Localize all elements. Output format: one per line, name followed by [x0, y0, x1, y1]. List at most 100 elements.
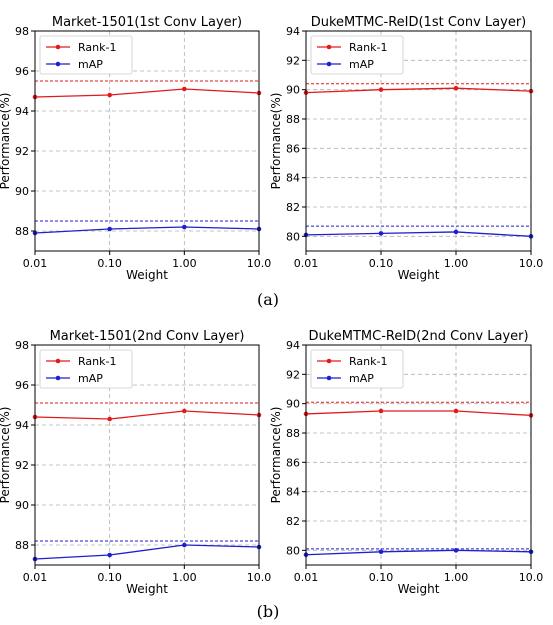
- chart-panel-1: 88 90 92 94 96 98 0.01 0.10 1.00 10.0 Market-1501(…: [0, 15, 271, 282]
- legend-label: Rank-1: [349, 355, 387, 368]
- series-line-rank-1: [305, 410, 532, 417]
- y-tick-label: 88: [286, 113, 300, 126]
- y-tick-label: 90: [15, 499, 29, 512]
- x-axis-label: Weight: [126, 268, 168, 282]
- y-tick-label: 94: [15, 105, 29, 118]
- legend-label: Rank-1: [78, 41, 116, 54]
- chart-panel-4: 80 82 84 86 88 90 92 94 0.01 0.10 1.00 10.0 DukeMTMC…: [269, 329, 543, 596]
- chart-title: DukeMTMC-ReID(1st Conv Layer): [311, 15, 527, 30]
- y-tick-label: 80: [286, 230, 300, 243]
- legend-marker: [326, 375, 332, 381]
- series-line-map: [34, 226, 260, 234]
- x-tick-label: 0.10: [97, 571, 122, 584]
- x-axis-label: Weight: [126, 582, 168, 596]
- x-tick-label: 0.10: [369, 257, 394, 270]
- y-tick-label: 92: [15, 459, 29, 472]
- y-axis-label: Performance(%): [269, 407, 283, 504]
- legend-label: mAP: [349, 58, 374, 71]
- data-point: [378, 87, 384, 92]
- y-tick-label: 82: [286, 201, 300, 214]
- legend-label: mAP: [78, 372, 103, 385]
- data-point: [453, 408, 459, 414]
- y-tick-label: 98: [15, 25, 29, 38]
- legend-label: mAP: [78, 58, 103, 71]
- x-axis-label: Weight: [398, 582, 440, 596]
- y-axis-label: Performance(%): [0, 407, 12, 504]
- x-tick-label: 0.01: [23, 571, 48, 584]
- series-line-map: [305, 231, 532, 237]
- series-line-map: [305, 549, 532, 556]
- x-tick-label: 0.01: [294, 257, 319, 270]
- y-tick-label: 84: [286, 486, 300, 499]
- y-tick-label: 96: [15, 379, 29, 392]
- x-tick-label: 0.01: [23, 257, 48, 270]
- legend-marker: [55, 44, 61, 50]
- data-point: [107, 226, 112, 232]
- data-point: [378, 408, 384, 414]
- y-tick-label: 90: [15, 185, 29, 198]
- y-tick-label: 92: [15, 145, 29, 158]
- y-tick-label: 86: [286, 142, 300, 155]
- data-point: [107, 92, 112, 98]
- chart-title: DukeMTMC-ReID(2nd Conv Layer): [308, 329, 528, 344]
- data-point: [182, 542, 187, 548]
- chart-title: Market-1501(2nd Conv Layer): [50, 329, 245, 344]
- axes-frame: [34, 30, 260, 252]
- x-tick-label: 10.0: [247, 257, 272, 270]
- legend-marker: [326, 61, 332, 67]
- data-point: [182, 224, 187, 230]
- x-tick-label: 0.10: [97, 257, 122, 270]
- legend-label: Rank-1: [78, 355, 116, 368]
- axes-frame: [305, 344, 532, 566]
- legend-marker: [326, 44, 332, 50]
- y-tick-label: 98: [15, 339, 29, 352]
- caption-b: (b): [256, 602, 280, 621]
- legend-label: Rank-1: [349, 41, 387, 54]
- x-tick-label: 10.0: [247, 571, 272, 584]
- y-axis-label: Performance(%): [269, 93, 283, 190]
- axes-frame: [305, 30, 532, 252]
- series-line-rank-1: [34, 410, 260, 420]
- data-point: [453, 229, 459, 235]
- caption-a: (a): [256, 290, 280, 309]
- y-tick-label: 94: [15, 419, 29, 432]
- y-tick-label: 88: [286, 427, 300, 440]
- legend-label: mAP: [349, 372, 374, 385]
- x-tick-label: 0.10: [369, 571, 394, 584]
- legend-marker: [326, 358, 332, 364]
- y-tick-label: 86: [286, 456, 300, 469]
- y-tick-label: 82: [286, 515, 300, 528]
- data-point: [378, 549, 384, 555]
- y-axis-label: Performance(%): [0, 93, 12, 190]
- legend-marker: [55, 61, 61, 67]
- series-line-map: [34, 544, 260, 560]
- chart-panel-3: 88 90 92 94 96 98 0.01 0.10 1.00 10.0 Market-1501(…: [0, 329, 271, 596]
- x-tick-label: 1.00: [444, 571, 469, 584]
- legend-marker: [55, 375, 61, 381]
- legend-marker: [55, 358, 61, 364]
- x-tick-label: 10.0: [519, 257, 544, 270]
- chart-panel-2: 80 82 84 86 88 90 92 94 0.01 0.10 1.00 10.0 DukeMTMC…: [269, 15, 543, 282]
- y-tick-label: 92: [286, 54, 300, 67]
- series-line-rank-1: [305, 87, 532, 94]
- y-tick-label: 88: [15, 225, 29, 238]
- x-axis-label: Weight: [398, 268, 440, 282]
- x-tick-label: 0.01: [294, 571, 319, 584]
- y-tick-label: 90: [286, 398, 300, 411]
- y-tick-label: 92: [286, 368, 300, 381]
- x-tick-label: 1.00: [172, 257, 197, 270]
- data-point: [182, 86, 187, 92]
- x-tick-label: 1.00: [444, 257, 469, 270]
- data-point: [182, 408, 187, 414]
- y-tick-label: 80: [286, 544, 300, 557]
- axes-frame: [34, 344, 260, 566]
- data-point: [453, 548, 459, 553]
- y-tick-label: 84: [286, 172, 300, 185]
- chart-title: Market-1501(1st Conv Layer): [52, 15, 242, 30]
- x-tick-label: 1.00: [172, 571, 197, 584]
- data-point: [453, 85, 459, 91]
- y-tick-label: 96: [15, 65, 29, 78]
- series-line-rank-1: [34, 88, 260, 98]
- data-point: [107, 416, 112, 422]
